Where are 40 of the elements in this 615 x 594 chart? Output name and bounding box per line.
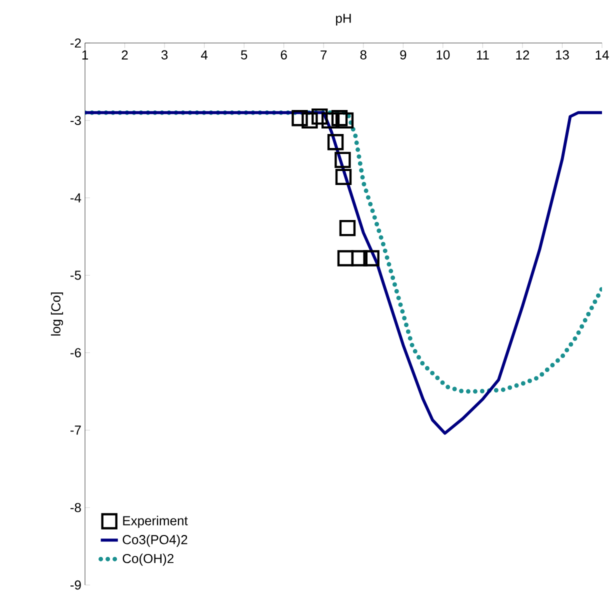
y-tick-label: -5 xyxy=(70,270,81,280)
y-tick-label: -9 xyxy=(70,580,81,590)
y-tick-label: -2 xyxy=(70,38,81,48)
x-tick-label: 10 xyxy=(436,50,450,60)
point xyxy=(321,112,338,129)
legend-label: Experiment xyxy=(123,516,188,528)
point xyxy=(327,134,344,150)
x-tick-label: 3 xyxy=(161,50,168,60)
y-tick-label: -4 xyxy=(70,193,82,202)
x-tick-label: 7 xyxy=(320,50,327,60)
x-tick-label: 2 xyxy=(122,50,128,60)
x-tick-label: 11 xyxy=(476,50,489,60)
y-tick-label: -3 xyxy=(70,116,81,126)
legend-label: Co(OH)2 xyxy=(122,554,174,566)
x-tick-label: 14 xyxy=(596,50,609,60)
x-tick-label: 9 xyxy=(400,50,406,60)
point xyxy=(363,250,380,266)
point xyxy=(351,250,368,266)
y-tick-label: -7 xyxy=(70,426,81,435)
x-tick-label: 4 xyxy=(200,50,208,60)
point xyxy=(337,112,354,129)
point xyxy=(335,168,352,186)
y-tick-label: -8 xyxy=(70,502,81,512)
x-tick-label: 13 xyxy=(556,50,569,60)
legend-label: Co3(PO4)2 xyxy=(122,534,188,547)
point xyxy=(331,110,348,126)
point xyxy=(337,250,354,266)
x-tick-label: 1 xyxy=(82,50,88,60)
x-tick-label: 12 xyxy=(516,50,530,60)
point xyxy=(312,108,328,125)
x-axis-title: pH xyxy=(336,14,351,26)
y-axis-title: log [Co] xyxy=(50,292,64,336)
point xyxy=(339,220,356,236)
point xyxy=(292,110,308,126)
y-tick-label: -6 xyxy=(70,348,81,358)
x-tick-label: 6 xyxy=(280,50,287,60)
point xyxy=(334,152,351,168)
x-tick-label: 5 xyxy=(240,50,248,60)
x-tick-label: 8 xyxy=(360,50,366,60)
point xyxy=(302,112,318,129)
